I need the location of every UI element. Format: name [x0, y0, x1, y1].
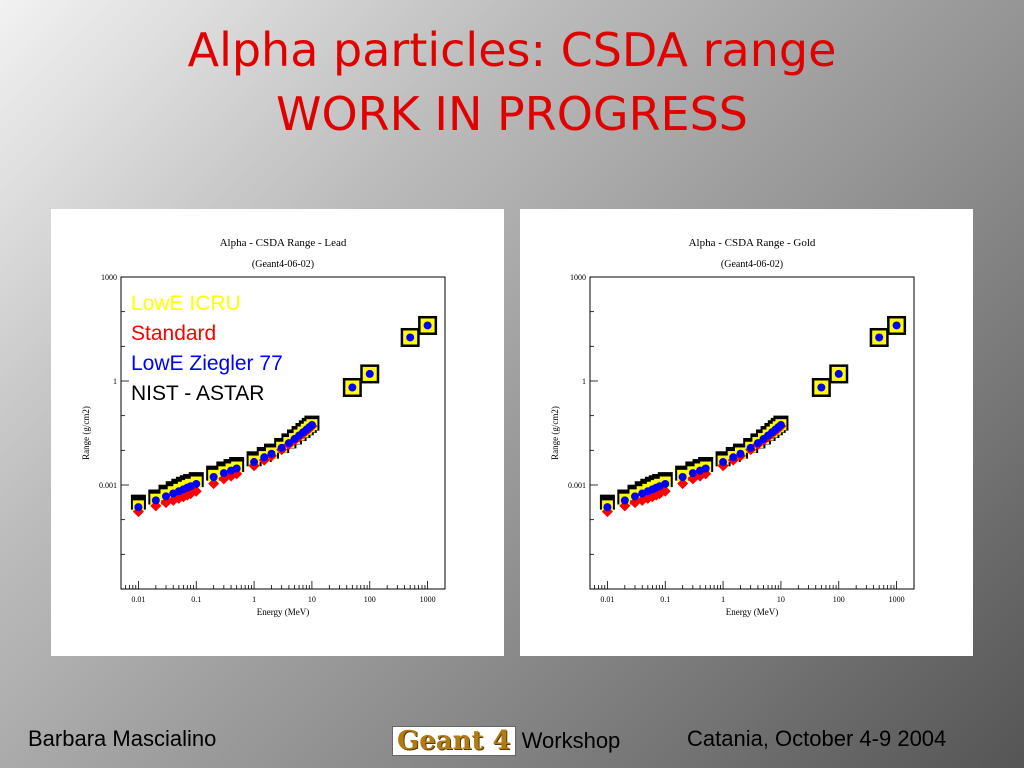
data-point: [678, 473, 687, 482]
y-tick-label: 1: [582, 377, 586, 386]
data-point: [151, 496, 160, 505]
data-point: [406, 333, 415, 342]
x-tick-label: 10: [308, 595, 316, 604]
data-point: [677, 478, 689, 490]
x-tick-label: 100: [833, 595, 845, 604]
chart-gold: Alpha - CSDA Range - Gold (Geant4-06-02) 0…: [550, 237, 915, 617]
data-point: [348, 383, 357, 392]
data-point: [892, 321, 901, 330]
data-point: [162, 492, 171, 501]
slide-subtitle: WORK IN PROGRESS: [275, 87, 749, 141]
data-point: [267, 449, 276, 458]
data-point: [134, 503, 143, 512]
x-tick-label: 0.1: [191, 595, 201, 604]
data-point: [701, 464, 710, 473]
series-lowe-ziegler-77: [134, 321, 432, 512]
data-point: [284, 439, 293, 448]
x-tick-label: 1000: [420, 595, 436, 604]
legend-item-lowe-icru: LowE ICRU: [131, 292, 241, 315]
data-point: [776, 420, 785, 429]
slide-title: Alpha particles: CSDA range: [187, 23, 837, 77]
chart-panel-gold: Alpha - CSDA Range - Gold (Geant4-06-02) 0…: [520, 209, 973, 656]
x-tick-label: 0.01: [600, 595, 614, 604]
chart-title: Alpha - CSDA Range - Gold: [689, 237, 816, 249]
chart-lead: Alpha - CSDA Range - Lead (Geant4-06-02) 0…: [81, 237, 446, 617]
series-lowe-ziegler-77: [603, 321, 901, 512]
plot-frame: [120, 276, 446, 590]
data-point: [736, 449, 745, 458]
footer-event: Geant 4 Workshop: [392, 726, 620, 756]
data-point: [817, 383, 826, 392]
plot-frame: [589, 276, 915, 590]
x-tick-label: 1: [721, 595, 725, 604]
data-point: [192, 479, 201, 488]
y-tick-label: 1: [113, 377, 117, 386]
y-tick-label: 0.001: [99, 481, 117, 490]
x-tick-label: 100: [364, 595, 376, 604]
footer-date: Catania, October 4-9 2004: [687, 726, 947, 751]
legend-item-lowe-ziegler: LowE Ziegler 77: [131, 352, 283, 375]
series-lowe-icru: [601, 318, 904, 512]
geant4-logo: Geant 4: [392, 726, 516, 756]
data-point: [603, 503, 612, 512]
legend-item-nist-astar: NIST - ASTAR: [131, 382, 265, 405]
legend-item-standard: Standard: [131, 322, 217, 345]
x-tick-label: 0.01: [131, 595, 145, 604]
y-tick-label: 1000: [570, 273, 586, 282]
x-tick-label: 1: [252, 595, 256, 604]
data-point: [423, 321, 432, 330]
data-point: [729, 453, 738, 462]
data-point: [260, 453, 269, 462]
data-point: [688, 469, 697, 478]
data-point: [746, 443, 755, 452]
data-point: [365, 369, 374, 378]
data-point: [753, 439, 762, 448]
data-point: [719, 458, 728, 467]
data-point: [250, 458, 259, 467]
y-tick-label: 1000: [101, 273, 117, 282]
y-axis-label: Range (g/cm2): [550, 406, 560, 460]
data-point: [636, 494, 648, 506]
x-axis-label: Energy (MeV): [726, 607, 779, 617]
chart-subtitle: (Geant4-06-02): [252, 259, 314, 270]
series-nist-astar: [599, 315, 907, 510]
footer-event-label: Workshop: [521, 728, 621, 753]
data-point: [277, 443, 286, 452]
data-point: [620, 496, 629, 505]
data-point: [875, 333, 884, 342]
x-tick-label: 0.1: [660, 595, 670, 604]
data-point: [208, 478, 220, 490]
data-point: [834, 369, 843, 378]
chart-panel-lead: Alpha - CSDA Range - Lead (Geant4-06-02) 0…: [51, 209, 504, 656]
data-point: [631, 492, 640, 501]
data-point: [209, 473, 218, 482]
footer-author: Barbara Mascialino: [28, 726, 217, 751]
data-point: [232, 464, 241, 473]
data-point: [629, 497, 641, 509]
data-point: [307, 420, 316, 429]
data-point: [687, 473, 699, 485]
y-axis-label: Range (g/cm2): [81, 406, 91, 460]
x-tick-label: 1000: [889, 595, 905, 604]
chart-subtitle: (Geant4-06-02): [721, 259, 783, 270]
data-point: [219, 469, 228, 478]
data-point: [661, 479, 670, 488]
y-tick-label: 0.001: [568, 481, 586, 490]
x-tick-label: 10: [777, 595, 785, 604]
x-axis-label: Energy (MeV): [257, 607, 310, 617]
legend: LowE ICRU Standard LowE Ziegler 77 NIST …: [131, 289, 283, 409]
chart-title: Alpha - CSDA Range - Lead: [220, 237, 347, 249]
